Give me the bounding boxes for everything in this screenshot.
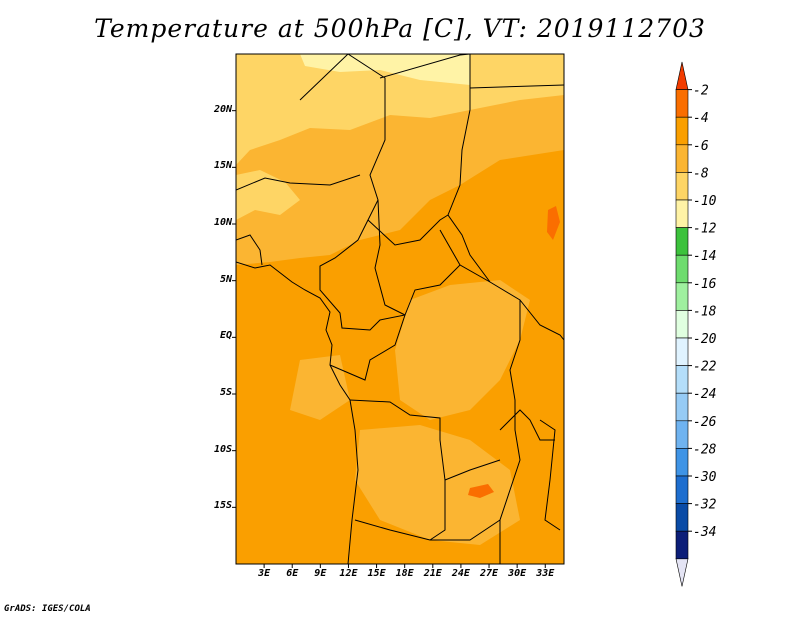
colorbar: -2 -4 -6 -8 -10 -12 -14 -16 -18 -20 -22 -24 -26 -28 -3… xyxy=(675,61,717,587)
colorbar-label: -4 xyxy=(693,111,709,126)
longitude-label: 30E xyxy=(508,568,527,579)
map-frame xyxy=(235,53,565,565)
colorbar-label: -24 xyxy=(693,387,716,402)
colorbar-segment xyxy=(675,420,689,449)
longitude-label: 15E xyxy=(367,568,386,579)
colorbar-segment xyxy=(675,530,689,560)
temperature-region-6-8-central xyxy=(395,280,530,420)
latitude-label: 15N xyxy=(213,160,232,172)
latitude-label: 10S xyxy=(213,443,232,455)
latitude-label: 10N xyxy=(213,217,232,228)
longitude-label: 6E xyxy=(286,568,299,579)
colorbar-label: -30 xyxy=(693,470,717,485)
colorbar-label: -2 xyxy=(693,84,709,99)
longitude-label: 24E xyxy=(451,568,470,579)
colorbar-segment xyxy=(675,199,689,228)
temperature-region-6-8-west xyxy=(290,355,350,420)
latitude-label: 20N xyxy=(213,103,232,115)
axis-tick-marks xyxy=(232,110,546,568)
latitude-label: 5N xyxy=(219,273,232,285)
colorbar-segment xyxy=(675,89,689,118)
colorbar-segment xyxy=(675,365,689,394)
colorbar-segment xyxy=(675,475,689,504)
longitude-label: 18E xyxy=(395,568,414,579)
longitude-label: 33E xyxy=(536,568,555,579)
colorbar-label: -6 xyxy=(693,139,709,154)
map-plot-area xyxy=(236,54,564,564)
colorbar-label: -8 xyxy=(693,166,709,181)
temperature-region-10-12-north xyxy=(300,54,470,85)
colorbar-segment xyxy=(675,116,689,146)
colorbar-label: -10 xyxy=(693,194,717,209)
temperature-region-6-8-south xyxy=(355,425,520,545)
temperature-warm-spot-south xyxy=(468,484,494,498)
political-boundaries xyxy=(236,54,564,564)
colorbar-bottom-triangle xyxy=(675,558,689,587)
colorbar-segment xyxy=(675,172,689,201)
temperature-warm-spot-east xyxy=(547,206,560,240)
longitude-label: 12E xyxy=(339,568,358,579)
longitude-label: 27E xyxy=(479,568,499,579)
colorbar-label: -14 xyxy=(693,249,716,264)
colorbar-label: -34 xyxy=(693,525,716,540)
colorbar-label: -20 xyxy=(693,332,717,347)
longitude-label: 21E xyxy=(423,568,442,579)
colorbar-label: -16 xyxy=(693,277,717,292)
colorbar-segment xyxy=(675,503,689,532)
colorbar-label: -18 xyxy=(693,304,717,319)
colorbar-label: -12 xyxy=(693,222,717,237)
latitude-label: 15S xyxy=(213,500,232,512)
colorbar-segment xyxy=(675,144,689,173)
colorbar-segment xyxy=(675,337,689,366)
colorbar-segment xyxy=(675,392,689,422)
temperature-region-8-10-northwest xyxy=(236,170,300,220)
colorbar-segment xyxy=(675,310,689,339)
colorbar-segment xyxy=(675,254,689,284)
colorbar-label: -26 xyxy=(693,415,717,430)
colorbar-top-triangle xyxy=(675,61,689,90)
grads-credit: GrADS: IGES/COLA xyxy=(4,604,91,614)
latitude-label: EQ xyxy=(219,330,232,342)
colorbar-label: -28 xyxy=(693,442,717,457)
temperature-region-8-10-north xyxy=(236,54,564,165)
longitude-label: 9E xyxy=(314,568,327,579)
colorbar-segment xyxy=(675,227,689,256)
colorbar-label: -32 xyxy=(693,498,717,513)
latitude-label: 5S xyxy=(219,387,232,398)
longitude-label: 3E xyxy=(258,568,271,579)
colorbar-segment xyxy=(675,282,689,311)
colorbar-segment xyxy=(675,448,689,477)
colorbar-label: -22 xyxy=(693,360,717,375)
map-title: Temperature at 500hPa [C], VT: 201911270… xyxy=(94,14,706,43)
